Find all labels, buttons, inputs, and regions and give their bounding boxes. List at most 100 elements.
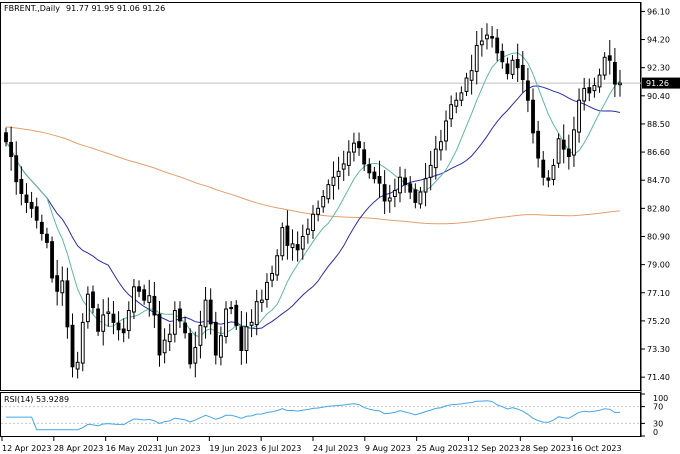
candle — [618, 69, 622, 97]
candle — [142, 284, 147, 305]
candle — [357, 132, 361, 156]
candle — [331, 161, 336, 200]
candle — [515, 43, 520, 82]
candle-body — [34, 206, 39, 221]
candle-body — [132, 286, 136, 313]
candle — [126, 301, 131, 339]
candle — [326, 179, 331, 204]
x-tick-label: 28 Apr 2023 — [54, 444, 103, 453]
candle-body — [9, 141, 14, 158]
candle-body — [341, 163, 346, 170]
candle-body — [607, 55, 612, 61]
candle — [85, 286, 90, 329]
candle — [602, 52, 607, 80]
candle — [111, 301, 116, 335]
candle — [439, 129, 443, 161]
y-tick-label: 90.40 — [647, 92, 670, 101]
candle-body — [418, 191, 423, 205]
candle-body — [152, 295, 157, 316]
candle — [490, 26, 494, 48]
rsi-label: RSI(14) 53.9289 — [4, 395, 69, 404]
x-tick-label: 12 Apr 2023 — [2, 444, 51, 453]
x-tick-label: 19 Jun 2023 — [209, 444, 257, 453]
x-tick-label: 12 Sep 2023 — [469, 444, 520, 453]
candle — [454, 92, 459, 114]
candle — [147, 279, 152, 317]
candle — [183, 316, 187, 339]
candle — [582, 77, 587, 111]
candle-body — [531, 99, 535, 134]
candle-body — [377, 176, 382, 184]
chart-header-ohlc: 91.77 91.95 91.06 91.26 — [66, 4, 165, 13]
candle — [9, 126, 14, 171]
candle-body — [50, 241, 54, 279]
candle — [34, 197, 39, 229]
y-tick-label: 84.70 — [647, 176, 670, 185]
candle-body — [387, 197, 392, 202]
candle — [290, 229, 295, 261]
candle — [464, 72, 469, 97]
candle-body — [592, 84, 597, 92]
candle-body — [106, 311, 111, 314]
candle-body — [357, 141, 361, 149]
candle — [198, 310, 203, 359]
candle-body — [157, 313, 162, 356]
candle-body — [577, 99, 581, 133]
candle — [265, 273, 269, 308]
x-tick-label: 9 Aug 2023 — [365, 444, 411, 453]
candle-body — [270, 273, 274, 281]
candle-body — [91, 291, 95, 309]
candle — [101, 299, 106, 346]
y-tick-label: 88.50 — [647, 120, 670, 129]
candle-body — [551, 164, 556, 180]
candle-body — [495, 37, 500, 54]
candle-body — [45, 233, 49, 243]
x-tick-label: 16 Oct 2023 — [572, 444, 621, 453]
candle-body — [300, 235, 305, 250]
candle-body — [454, 99, 459, 107]
candle — [29, 191, 34, 218]
candle — [352, 132, 356, 162]
candle — [321, 189, 326, 213]
candle-body — [372, 171, 377, 180]
candle — [551, 158, 556, 186]
y-tick-label: 75.20 — [647, 317, 670, 326]
candle — [178, 301, 182, 328]
candle-body — [602, 56, 607, 76]
candle-body — [485, 34, 489, 40]
x-tick-label: 28 Sep 2023 — [520, 444, 571, 453]
x-tick-label: 25 Aug 2023 — [417, 444, 468, 453]
rsi-tick-label: 0 — [653, 428, 658, 437]
candle-body — [80, 321, 85, 364]
candle — [485, 23, 489, 50]
candle — [398, 166, 402, 203]
candle-body — [229, 307, 234, 310]
candle-body — [96, 308, 101, 332]
candle — [597, 68, 602, 93]
rsi-tick-label: 30 — [653, 419, 663, 428]
y-tick-label: 77.10 — [647, 289, 670, 298]
candle — [137, 280, 141, 298]
candle-body — [162, 339, 167, 354]
price-tag-value: 91.26 — [646, 79, 669, 88]
candle — [208, 288, 213, 335]
candle-body — [295, 244, 300, 251]
candle-body — [459, 92, 464, 101]
candle — [116, 311, 121, 341]
rsi-tick-label: 70 — [653, 403, 663, 412]
candle — [423, 162, 428, 207]
y-tick-label: 96.10 — [647, 7, 670, 16]
candle-body — [55, 275, 60, 292]
candle — [428, 150, 433, 191]
candle — [65, 267, 70, 339]
candle-body — [316, 207, 321, 215]
candle-body — [126, 310, 131, 332]
x-axis-ticks: 12 Apr 2023 28 Apr 2023 16 May 2023 1 Jun 2… — [1, 437, 622, 453]
candle-body — [39, 221, 44, 235]
candle-body — [561, 139, 566, 150]
candle — [587, 78, 592, 102]
candle — [167, 323, 172, 352]
candle-body — [259, 299, 264, 303]
candle-body — [193, 347, 198, 364]
